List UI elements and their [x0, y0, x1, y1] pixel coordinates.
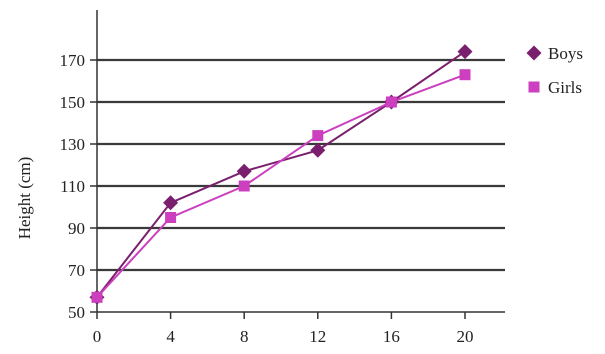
data-point-boys [310, 142, 326, 158]
legend-label-boys: Boys [548, 44, 583, 63]
series-boys [96, 50, 466, 298]
y-tick-label: 150 [60, 93, 86, 112]
x-tick-label: 0 [93, 327, 102, 346]
x-tick-label: 8 [240, 327, 249, 346]
series-line-girls [96, 73, 466, 298]
data-point-girls [312, 130, 324, 142]
tick-labels: 50 70 90 110 130 150 170 0 4 8 12 16 20 [60, 51, 474, 346]
series-group [89, 44, 473, 305]
legend: Boys Girls [526, 44, 583, 97]
data-point-girls [165, 212, 177, 223]
data-point-girls [238, 180, 250, 192]
gridlines [97, 58, 505, 272]
y-tick-label: 110 [60, 177, 85, 196]
y-axis-label: Height (cm) [15, 157, 34, 240]
legend-marker-boys [526, 45, 542, 61]
y-tick-label: 130 [60, 135, 86, 154]
data-point-boys [163, 195, 179, 211]
x-tick-label: 16 [383, 327, 400, 346]
markers-boys [89, 44, 473, 305]
x-tick-label: 12 [309, 327, 326, 346]
x-tick-label: 20 [457, 327, 474, 346]
data-point-girls [385, 96, 397, 108]
legend-marker-girls [528, 81, 540, 93]
data-point-girls [91, 291, 103, 303]
data-point-boys [236, 163, 252, 179]
data-point-girls [459, 69, 471, 81]
y-tick-label: 90 [68, 219, 85, 238]
data-point-boys [457, 44, 473, 60]
axes [90, 10, 505, 319]
series-line-boys [96, 50, 466, 298]
y-tick-label: 70 [68, 261, 85, 280]
series-girls [96, 73, 466, 298]
y-tick-label: 50 [68, 303, 85, 322]
markers-girls [91, 69, 471, 303]
y-tick-label: 170 [60, 51, 86, 70]
legend-label-girls: Girls [548, 78, 582, 97]
x-tick-label: 4 [166, 327, 175, 346]
